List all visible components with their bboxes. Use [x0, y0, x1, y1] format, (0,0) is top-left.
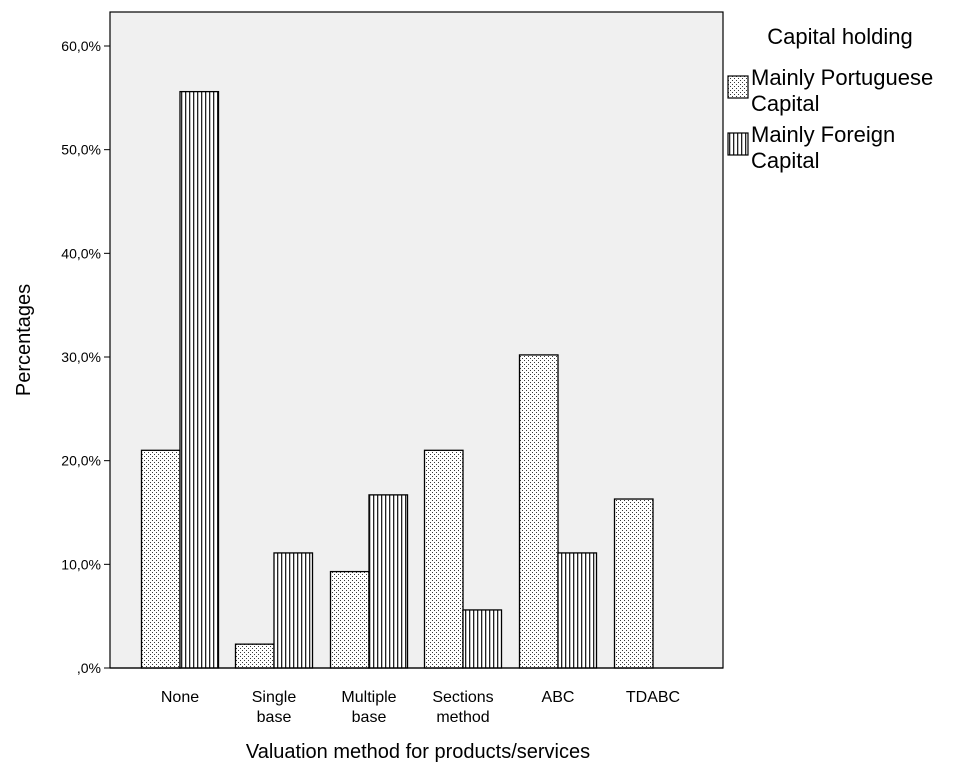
x-tick-label: base	[352, 709, 387, 726]
bar-foreign-4	[557, 552, 598, 669]
y-tick-label: 40,0%	[61, 245, 101, 261]
bar-portuguese-1	[234, 643, 275, 669]
y-tick-label: 10,0%	[61, 556, 101, 572]
x-tick-label: Multiple	[341, 689, 396, 706]
y-tick-label: 50,0%	[61, 142, 101, 158]
legend-label: Capital	[751, 91, 819, 116]
legend-swatch-portuguese	[727, 75, 749, 99]
legend-title: Capital holding	[767, 24, 913, 49]
bar-foreign-1	[273, 552, 314, 669]
bar-portuguese-4	[518, 354, 559, 669]
x-tick-label: Single	[252, 689, 297, 706]
bar-portuguese-3	[423, 449, 464, 669]
x-tick-label: TDABC	[626, 689, 680, 706]
bar-foreign-3	[462, 609, 503, 669]
legend-label: Mainly Foreign	[751, 122, 895, 147]
x-tick-label: Sections	[432, 689, 493, 706]
legend-label: Capital	[751, 148, 819, 173]
y-tick-label: 30,0%	[61, 349, 101, 365]
bar-foreign-2	[368, 494, 409, 669]
y-axis-title: Percentages	[13, 284, 35, 396]
legend-label: Mainly Portuguese	[751, 65, 933, 90]
bar-portuguese-5	[613, 498, 654, 669]
bar-portuguese-0	[140, 449, 181, 669]
x-axis-title: Valuation method for products/services	[246, 741, 590, 763]
legend-swatch-foreign	[727, 132, 749, 156]
x-axis: None Single base Multiple base Sections method…	[110, 667, 723, 726]
y-tick-label: 60,0%	[61, 38, 101, 54]
x-tick-label: method	[436, 709, 489, 726]
x-tick-label: None	[161, 689, 199, 706]
x-tick-label: base	[257, 709, 292, 726]
bar-foreign-0	[179, 90, 220, 669]
x-tick-label: ABC	[542, 689, 575, 706]
legend: Capital holding Mainly PortugueseCapital…	[727, 24, 933, 173]
y-tick-label: ,0%	[77, 660, 101, 676]
y-tick-label: 20,0%	[61, 453, 101, 469]
bar-portuguese-2	[329, 570, 370, 669]
y-axis: ,0% 10,0% 20,0% 30,0% 40,0% 50,0% 60,0%	[61, 38, 110, 676]
